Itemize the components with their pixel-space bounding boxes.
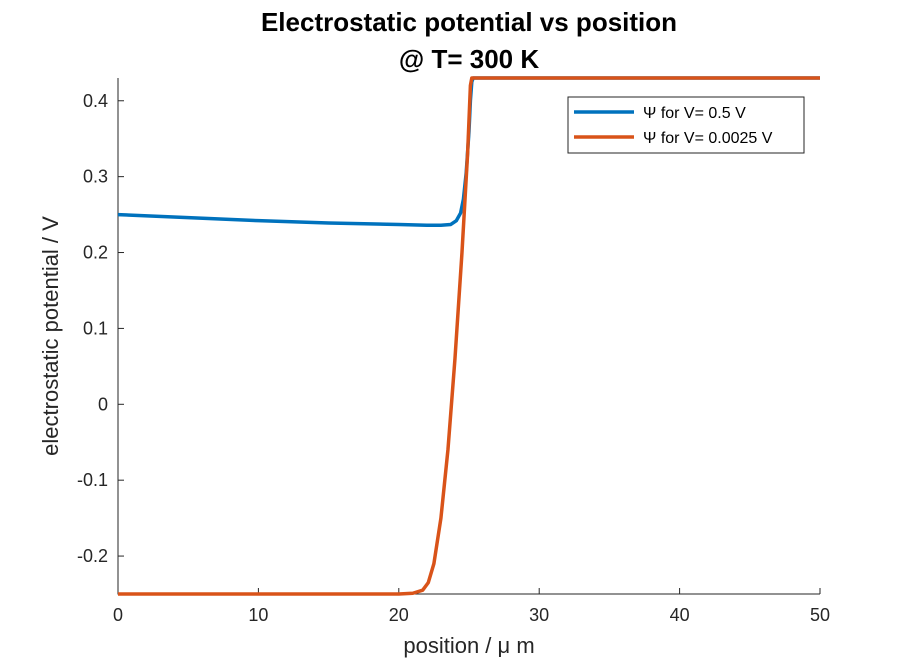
y-tick-label: 0 [98, 394, 108, 414]
x-tick-label: 30 [529, 605, 549, 625]
series-line-2 [118, 76, 820, 596]
legend-box [567, 96, 805, 154]
y-axis-label: electrostatic potential / V [38, 216, 63, 456]
legend-label: Ψ for V= 0.5 V [643, 105, 746, 122]
y-tick-label: 0.4 [83, 91, 108, 111]
x-tick-label: 50 [810, 605, 830, 625]
x-axis-label: position / μ m [403, 633, 534, 658]
legend-label: Ψ for V= 0.0025 V [643, 130, 773, 147]
x-tick-label: 10 [248, 605, 268, 625]
y-tick-label: 0.3 [83, 167, 108, 187]
x-axis: 0 10 20 30 40 50 [113, 588, 830, 625]
y-tick-label: -0.1 [77, 470, 108, 490]
y-tick-label: 0.1 [83, 318, 108, 338]
x-tick-label: 0 [113, 605, 123, 625]
chart-title-line-2: @ T= 300 K [399, 44, 539, 74]
x-tick-label: 40 [670, 605, 690, 625]
series-layer [117, 76, 820, 596]
x-tick-label: 20 [389, 605, 409, 625]
y-tick-label: -0.2 [77, 546, 108, 566]
y-axis: -0.2 -0.1 0 0.1 0.2 0.3 0.4 [77, 91, 124, 566]
y-tick-label: 0.2 [83, 243, 108, 263]
legend: Ψ for V= 0.5 V Ψ for V= 0.0025 V [567, 96, 805, 154]
chart-title-line-1: Electrostatic potential vs position [261, 7, 677, 37]
